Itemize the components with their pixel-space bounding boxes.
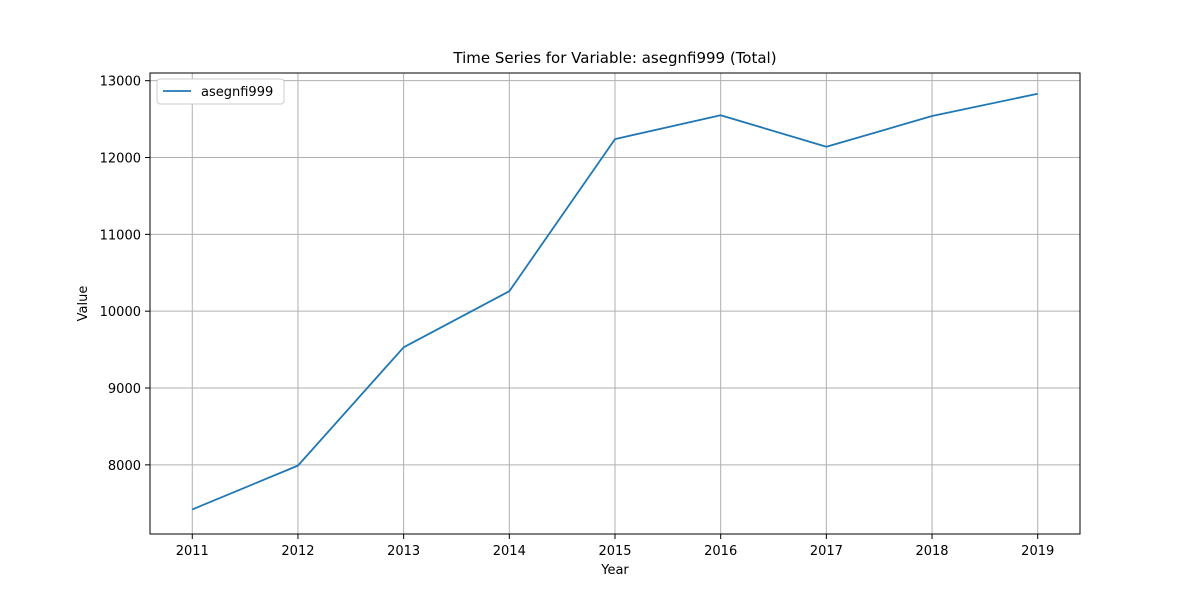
series-line-asegnfi999 xyxy=(191,92,1038,511)
x-tick-label: 2012 xyxy=(281,544,314,559)
y-tick-label: 10000 xyxy=(100,305,141,320)
legend-box xyxy=(156,78,285,105)
x-tick-label: 2019 xyxy=(1021,544,1054,559)
y-axis-title: Value xyxy=(76,286,91,322)
y-tick-label: 11000 xyxy=(100,228,141,243)
y-tick-label: 9000 xyxy=(108,382,141,397)
legend-label: asegnfi999 xyxy=(201,85,273,100)
x-tick-label: 2018 xyxy=(915,544,948,559)
y-tick-label: 12000 xyxy=(100,152,141,167)
x-tick-label: 2016 xyxy=(704,544,737,559)
grid-lines xyxy=(150,73,1080,534)
x-axis: 2011 2012 2013 2014 2015 2016 2017 2018 2019 xyxy=(176,534,1054,559)
x-tick-label: 2011 xyxy=(176,544,209,559)
chart-title: Time Series for Variable: asegnfi999 (To… xyxy=(452,49,776,67)
x-tick-label: 2014 xyxy=(493,544,526,559)
x-tick-label: 2017 xyxy=(810,544,843,559)
y-tick-label: 13000 xyxy=(100,75,141,90)
x-tick-label: 2013 xyxy=(387,544,420,559)
series-layer xyxy=(191,92,1038,511)
x-axis-title: Year xyxy=(600,563,629,578)
legend: asegnfi999 xyxy=(156,78,285,105)
y-tick-label: 8000 xyxy=(108,459,141,474)
x-tick-label: 2015 xyxy=(598,544,631,559)
y-axis: 8000 9000 10000 11000 12000 13000 xyxy=(100,75,150,474)
